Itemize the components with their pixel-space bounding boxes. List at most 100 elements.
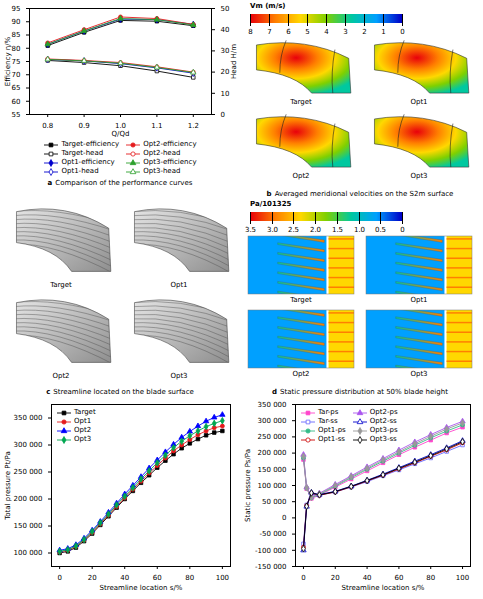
svg-text:60: 60 [394, 574, 403, 582]
svg-text:40: 40 [120, 574, 129, 582]
svg-text:150 000: 150 000 [258, 466, 287, 474]
svg-text:Efficiency η/%: Efficiency η/% [4, 36, 12, 86]
svg-text:0.5: 0.5 [375, 226, 386, 234]
svg-text:75: 75 [12, 58, 21, 66]
svg-text:60: 60 [153, 574, 162, 582]
svg-text:70: 70 [12, 71, 21, 79]
svg-text:5: 5 [305, 28, 309, 36]
svg-text:Opt2: Opt2 [292, 172, 309, 180]
svg-text:Opt2: Opt2 [52, 372, 69, 380]
svg-text:Vm (m/s): Vm (m/s) [250, 2, 286, 10]
svg-text:6: 6 [286, 28, 291, 36]
svg-text:4: 4 [324, 28, 329, 36]
svg-text:0: 0 [400, 28, 404, 36]
svg-text:65: 65 [12, 84, 21, 92]
svg-text:Head H/m: Head H/m [230, 44, 238, 79]
svg-text:95: 95 [12, 5, 21, 13]
svg-text:20: 20 [221, 68, 230, 76]
svg-text:Opt3: Opt3 [170, 372, 187, 380]
svg-text:1: 1 [381, 28, 385, 36]
svg-text:Opt3: Opt3 [410, 370, 427, 378]
html-text:Target-head: Target-head [61, 149, 104, 157]
svg-text:80: 80 [185, 574, 194, 582]
svg-text:Streamline location s/%: Streamline location s/% [342, 584, 425, 592]
svg-text:-50 000: -50 000 [259, 530, 286, 538]
html-text:Opt3-efficiency: Opt3-efficiency [143, 158, 197, 166]
svg-text:7: 7 [267, 28, 271, 36]
svg-text:-100 000: -100 000 [255, 547, 286, 555]
svg-text:60: 60 [12, 97, 21, 105]
svg-text:3: 3 [343, 28, 347, 36]
svg-text:Total pressure Pt/Pa: Total pressure Pt/Pa [4, 451, 12, 521]
svg-text:250 000: 250 000 [14, 468, 43, 476]
svg-text:80: 80 [12, 44, 21, 52]
svg-text:3.0: 3.0 [267, 226, 278, 234]
svg-text:85: 85 [12, 31, 21, 39]
svg-text:250 000: 250 000 [258, 433, 287, 441]
svg-text:Opt1: Opt1 [170, 281, 187, 289]
svg-text:100: 100 [216, 574, 229, 582]
svg-text:350 000: 350 000 [258, 401, 287, 409]
svg-text:2.5: 2.5 [288, 226, 299, 234]
svg-text:1.5: 1.5 [332, 226, 343, 234]
svg-text:3.5: 3.5 [245, 226, 256, 234]
svg-text:300 000: 300 000 [14, 441, 43, 449]
svg-text:Static pressure Ps/Pa: Static pressure Ps/Pa [244, 449, 252, 522]
svg-text:300 000: 300 000 [258, 417, 287, 425]
html-text:d Static pressure distribution: d Static pressure distribution at 50% bl… [272, 388, 448, 396]
svg-text:55: 55 [12, 111, 21, 119]
html-text:Target: Target [74, 408, 96, 416]
svg-text:1.0: 1.0 [114, 122, 127, 131]
svg-text:1.0: 1.0 [354, 226, 365, 234]
svg-text:20: 20 [331, 574, 340, 582]
svg-text:200 000: 200 000 [258, 449, 287, 457]
svg-text:Pa/101325: Pa/101325 [250, 200, 292, 208]
svg-text:0.8: 0.8 [42, 122, 53, 130]
html-text:Opt2-head: Opt2-head [143, 149, 181, 157]
html-text:Opt2-efficiency: Opt2-efficiency [143, 140, 197, 148]
svg-text:30: 30 [221, 47, 230, 55]
svg-text:20: 20 [88, 574, 97, 582]
svg-text:80: 80 [426, 574, 435, 582]
svg-text:Opt1: Opt1 [410, 296, 427, 304]
html-text:a Comparison of the performanc: a Comparison of the performance curves [47, 179, 193, 187]
svg-text:50: 50 [221, 5, 230, 13]
html-text:Opt1-efficiency: Opt1-efficiency [61, 158, 115, 166]
html-text:c Streamline located on the bl: c Streamline located on the blade surfac… [46, 388, 194, 396]
svg-text:0: 0 [57, 574, 61, 582]
svg-text:Target: Target [49, 281, 72, 289]
svg-text:Target: Target [289, 296, 312, 304]
html-text:Target-efficiency: Target-efficiency [61, 140, 120, 148]
svg-text:Target: Target [289, 98, 312, 106]
svg-text:0: 0 [400, 226, 404, 234]
svg-text:0.9: 0.9 [79, 122, 90, 130]
svg-text:1.1: 1.1 [151, 122, 162, 130]
svg-text:2: 2 [362, 28, 366, 36]
svg-text:Opt2: Opt2 [292, 370, 309, 378]
svg-text:200 000: 200 000 [14, 495, 43, 503]
svg-text:150 000: 150 000 [14, 522, 43, 530]
svg-text:Q/Qd: Q/Qd [112, 130, 130, 138]
svg-text:2.0: 2.0 [310, 226, 321, 234]
svg-text:10: 10 [221, 90, 230, 98]
svg-text:50 000: 50 000 [262, 498, 287, 506]
svg-text:Opt3: Opt3 [410, 172, 427, 180]
svg-text:1.2: 1.2 [188, 122, 199, 130]
svg-text:100: 100 [456, 574, 469, 582]
svg-text:90: 90 [12, 18, 21, 26]
svg-text:40: 40 [363, 574, 372, 582]
svg-text:Opt1: Opt1 [410, 98, 427, 106]
svg-text:0: 0 [301, 574, 305, 582]
svg-text:100 000: 100 000 [14, 549, 43, 557]
svg-text:100 000: 100 000 [258, 482, 287, 490]
svg-text:8: 8 [248, 28, 252, 36]
html-text:Opt1-head: Opt1-head [61, 167, 99, 175]
html-text:Opt3-head: Opt3-head [143, 167, 181, 175]
svg-text:40: 40 [221, 26, 230, 34]
svg-text:0: 0 [282, 514, 286, 522]
svg-text:0: 0 [221, 111, 225, 119]
svg-text:Streamline location s/%: Streamline location s/% [100, 584, 183, 592]
svg-text:350 000: 350 000 [14, 414, 43, 422]
html-text:b Averaged meridional velociti: b Averaged meridional velocities on the … [266, 190, 454, 198]
svg-text:-150 000: -150 000 [255, 563, 286, 571]
